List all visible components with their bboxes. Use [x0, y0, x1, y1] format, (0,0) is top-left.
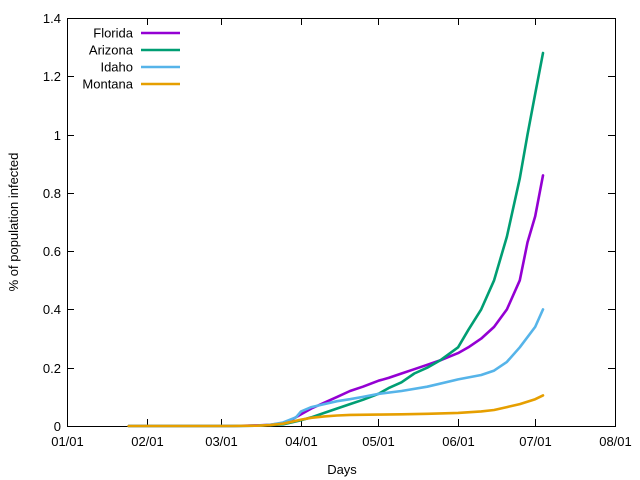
y-tick-label: 1: [54, 128, 61, 143]
x-tick-labels: 01/01 02/01 03/01 04/01 05/01 06/01 07/01 08/01: [51, 434, 632, 449]
legend-label: Montana: [82, 77, 133, 92]
legend-label: Florida: [93, 26, 134, 41]
y-tick-label: 0.6: [43, 244, 61, 259]
x-tick-label: 04/01: [285, 434, 318, 449]
axis-ticks: [67, 18, 616, 427]
x-tick-label: 06/01: [442, 434, 475, 449]
y-axis-title: % of population infected: [6, 153, 21, 292]
series-line-montana: [127, 394, 545, 428]
legend-label: Idaho: [100, 60, 133, 75]
legend-label: Arizona: [89, 43, 134, 58]
x-tick-label: 02/01: [131, 434, 164, 449]
y-tick-labels: 0 0.2 0.4 0.6 0.8 1 1.2 1.4: [43, 11, 61, 434]
y-tick-label: 1.4: [43, 11, 61, 26]
y-tick-label: 0.4: [43, 302, 61, 317]
series-line-florida: [127, 174, 545, 428]
legend: Florida Arizona Idaho Montana: [82, 26, 180, 92]
x-tick-label: 01/01: [51, 434, 84, 449]
plot-frame: [67, 18, 616, 427]
x-axis-title: Days: [327, 462, 357, 477]
x-tick-label: 08/01: [599, 434, 632, 449]
y-tick-label: 0.2: [43, 361, 61, 376]
x-tick-label: 03/01: [205, 434, 238, 449]
y-tick-label: 0.8: [43, 186, 61, 201]
x-tick-label: 07/01: [519, 434, 552, 449]
series-lines: [127, 51, 545, 428]
y-tick-label: 0: [54, 419, 61, 434]
y-tick-label: 1.2: [43, 69, 61, 84]
series-line-arizona: [127, 51, 545, 428]
x-tick-label: 05/01: [362, 434, 395, 449]
